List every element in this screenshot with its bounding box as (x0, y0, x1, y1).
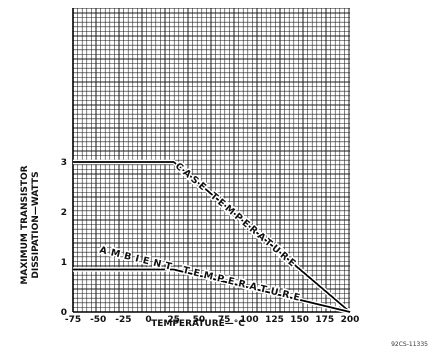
y-axis-title-line-1: MAXIMUM TRANSISTOR (20, 165, 30, 284)
x-tick-label: -75 (65, 315, 81, 325)
x-tick-label: 25 (167, 315, 180, 325)
x-tick-label: 75 (218, 315, 231, 325)
x-tick-label: 150 (290, 315, 309, 325)
x-tick-label: 50 (193, 315, 206, 325)
y-axis-title: MAXIMUM TRANSISTOR DISSIPATION—WATTS (20, 165, 41, 284)
corner-note: 92CS-11335 (391, 341, 428, 348)
chart-ticks: -75 -50 -25 0 25 50 75 100 125 150 175 200 0 1 2 3 (61, 158, 360, 325)
series-line-1 (73, 268, 351, 313)
y-axis-panel (0, 152, 72, 317)
x-axis-title: TEMPERATURE—°C (151, 319, 245, 329)
x-tick-label: 175 (315, 315, 334, 325)
y-tick-label: 0 (61, 308, 67, 318)
y-tick-label: 3 (61, 158, 67, 168)
x-tick-label: 125 (265, 315, 284, 325)
y-axis-title-line-2: DISSIPATION—WATTS (31, 171, 41, 278)
x-tick-label: 0 (145, 315, 151, 325)
series-line-0 (73, 161, 351, 313)
y-tick-label: 2 (61, 208, 67, 218)
x-tick-label: 100 (240, 315, 259, 325)
y-tick-label: 1 (61, 258, 67, 268)
chart-series (73, 159, 352, 315)
x-tick-label: 200 (341, 315, 360, 325)
x-tick-label: -25 (115, 315, 131, 325)
x-tick-label: -50 (90, 315, 106, 325)
